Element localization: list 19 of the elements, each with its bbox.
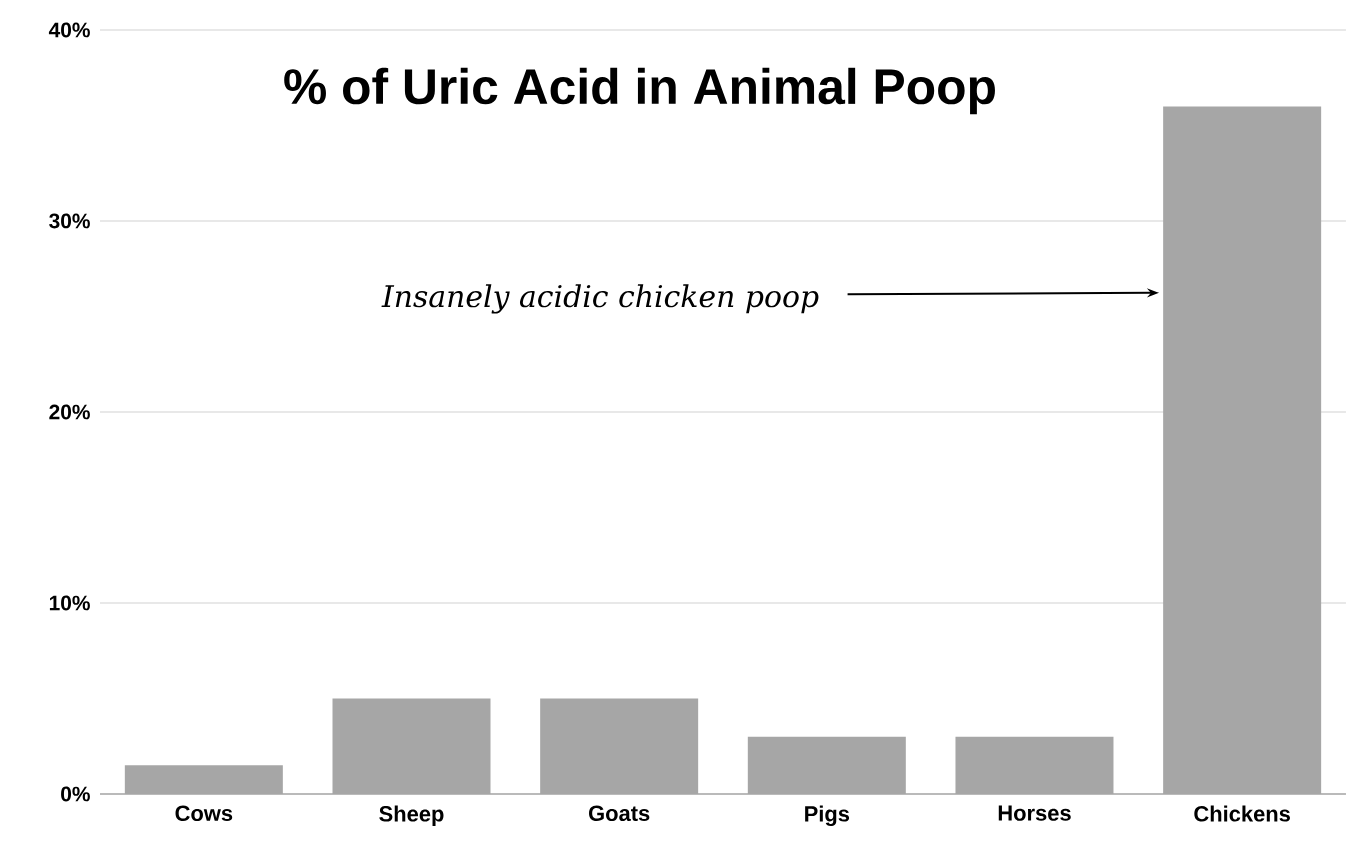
- x-tick-label: Sheep: [379, 805, 444, 826]
- bar: [955, 736, 1114, 794]
- x-tick-label: Horses: [998, 805, 1071, 821]
- bar: [747, 736, 906, 794]
- y-tick-label: 20%: [49, 404, 90, 420]
- x-tick-label: Pigs: [805, 805, 850, 827]
- y-tick-label: 10%: [49, 595, 90, 611]
- annotation: Insanely acidic chicken poop: [381, 284, 819, 314]
- y-tick-label: 0%: [61, 786, 90, 802]
- bar: [540, 698, 699, 794]
- bar: [124, 765, 283, 794]
- x-tick-label: Cows: [175, 805, 233, 822]
- bar: [332, 698, 491, 794]
- text: % of Uric Acid in Animal Poop: [284, 67, 995, 115]
- y-tick-label: 30%: [49, 213, 90, 229]
- x-tick-label: Chickens: [1194, 805, 1290, 822]
- y-tick-label: 40%: [48, 22, 90, 38]
- x-tick-label: Goats: [589, 805, 650, 822]
- bar: [1163, 106, 1322, 794]
